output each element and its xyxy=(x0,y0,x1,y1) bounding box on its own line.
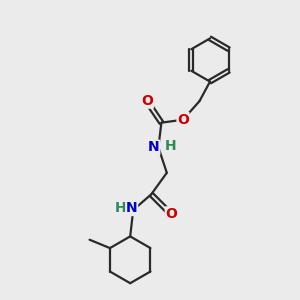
Text: O: O xyxy=(177,113,189,127)
Text: N: N xyxy=(148,140,160,154)
Text: O: O xyxy=(141,94,153,108)
Text: O: O xyxy=(165,207,177,221)
Text: N: N xyxy=(126,202,137,215)
Text: H: H xyxy=(165,139,177,153)
Text: H: H xyxy=(115,201,126,214)
